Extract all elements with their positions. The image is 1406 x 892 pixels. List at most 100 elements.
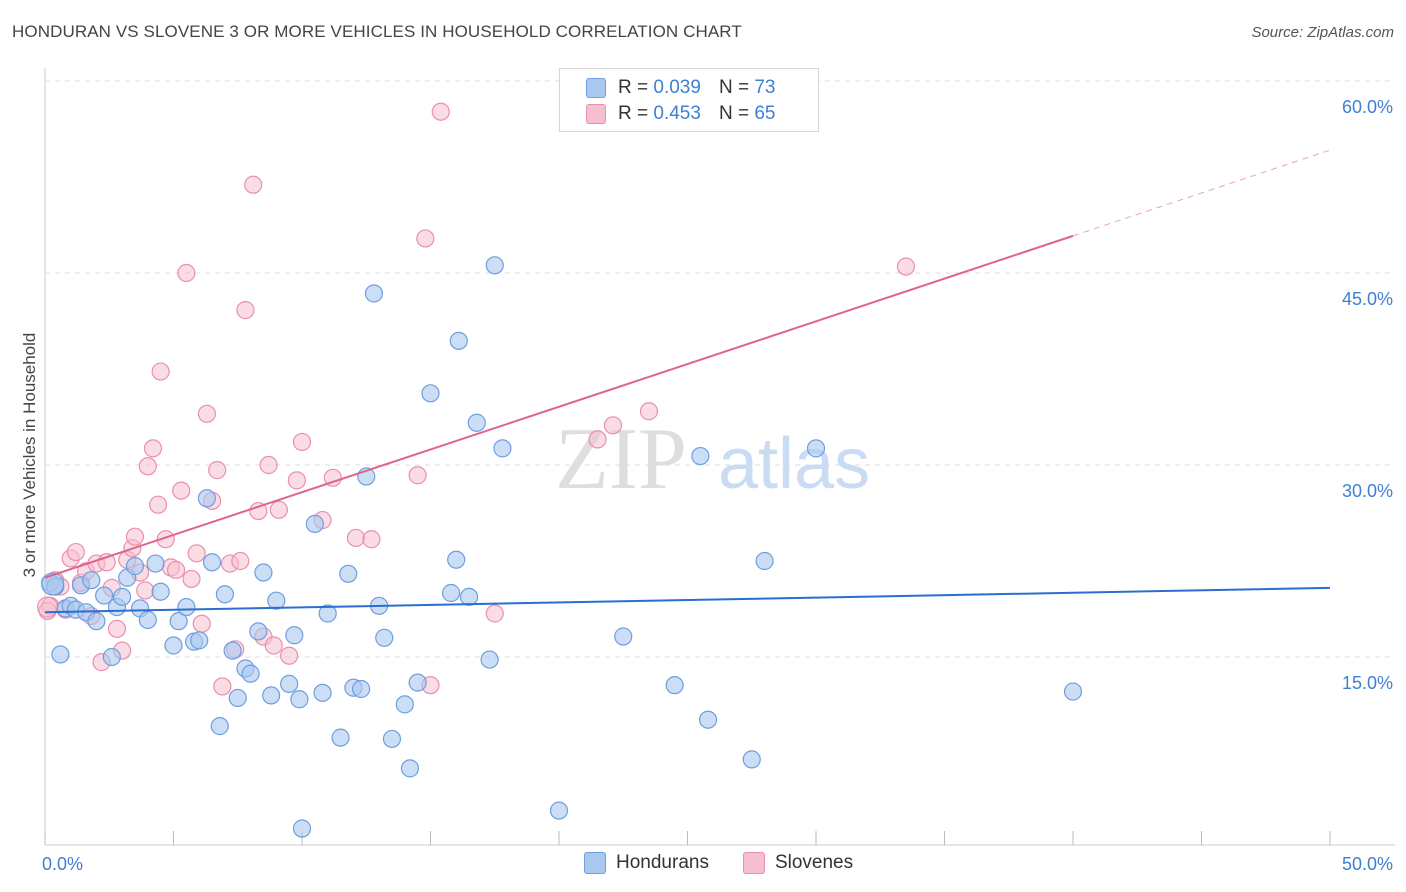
slovene-point — [259, 455, 278, 475]
honduran-point — [441, 583, 461, 603]
legend-box: R = 0.039 N = 73 R = 0.453 N = 65 — [559, 68, 819, 132]
legend-swatch-blue — [586, 78, 606, 98]
bottom-legend-label-slovenes: Slovenes — [774, 852, 854, 873]
honduran-point — [614, 627, 633, 646]
slovene-point — [187, 544, 206, 563]
legend-n-value: 65 — [754, 103, 776, 124]
honduran-point — [375, 628, 394, 647]
slovene-point — [197, 404, 217, 423]
honduran-point — [318, 604, 337, 623]
honduran-point — [331, 728, 350, 747]
honduran-point — [447, 550, 466, 569]
legend-r-label: R = — [618, 77, 649, 98]
slovene-point — [287, 471, 306, 490]
honduran-point — [169, 612, 188, 631]
bottom-legend-slovenes: Slovenes — [742, 852, 854, 874]
slovene-point — [588, 430, 607, 449]
honduran-point — [395, 695, 414, 714]
honduran-point — [480, 650, 499, 669]
slovene-point — [264, 636, 283, 655]
slovene-point — [249, 501, 268, 521]
honduran-point — [267, 591, 286, 610]
honduran-point — [408, 673, 427, 692]
honduran-point — [138, 610, 157, 629]
watermark: ZIP atlas — [555, 411, 870, 508]
honduran-point — [1063, 682, 1083, 701]
slovene-point — [138, 457, 157, 476]
y-axis-label: 3 or more Vehicles in Household — [20, 332, 39, 578]
legend-n-label: N = — [718, 103, 750, 124]
legend-row-hondurans: R = 0.039 N = 73 — [586, 76, 775, 100]
honduran-point — [254, 563, 273, 582]
slovenes-trend-extension — [1072, 149, 1331, 237]
honduran-point — [241, 664, 260, 683]
bottom-legend-label-hondurans: Hondurans — [616, 852, 709, 873]
legend-row-slovenes: R = 0.453 N = 65 — [586, 102, 775, 126]
slovene-point — [280, 646, 299, 665]
honduran-point — [102, 647, 121, 667]
slovene-point — [244, 175, 263, 194]
chart-title: HONDURAN VS SLOVENE 3 OR MORE VEHICLES I… — [12, 22, 742, 41]
honduran-point — [177, 597, 196, 617]
slovene-point — [66, 542, 85, 562]
honduran-point — [382, 729, 402, 749]
source-label: Source: ZipAtlas.com — [1251, 24, 1394, 41]
slovene-point — [192, 614, 211, 633]
watermark-atlas: atlas — [718, 424, 870, 504]
honduran-point — [262, 686, 281, 705]
slovene-point — [323, 468, 342, 487]
x-tick-label-max: 50.0% — [1342, 854, 1393, 874]
y-tick-label: 45.0% — [1342, 289, 1393, 309]
x-tick-label-min: 0.0% — [42, 854, 83, 874]
honduran-point — [41, 572, 65, 596]
slovene-point — [346, 528, 366, 548]
slovene-point — [136, 581, 155, 600]
legend-n-label: N = — [718, 77, 750, 98]
slovene-point — [166, 560, 186, 580]
honduran-point — [215, 585, 234, 604]
slovene-point — [416, 229, 435, 248]
slovene-point — [107, 619, 127, 638]
honduran-point — [82, 571, 101, 590]
slovene-point — [172, 481, 191, 500]
slovene-point — [896, 257, 916, 276]
y-tick-label: 15.0% — [1342, 673, 1393, 693]
honduran-point — [742, 750, 761, 769]
slovene-point — [182, 569, 201, 589]
honduran-point — [292, 819, 312, 838]
slovene-point — [639, 402, 659, 421]
honduran-point — [112, 587, 132, 606]
honduran-point — [151, 582, 170, 601]
slovene-point — [148, 495, 168, 514]
honduran-point — [806, 439, 826, 458]
slovene-point — [485, 604, 504, 623]
honduran-point — [493, 439, 512, 458]
slovene-point — [431, 102, 450, 121]
honduran-point — [249, 622, 268, 641]
honduran-point — [190, 631, 209, 650]
hondurans-trend-line — [44, 586, 1331, 614]
slovene-point — [292, 432, 312, 452]
tick-labels: 15.0% 30.0% 45.0% 60.0% 0.0% 50.0% — [42, 97, 1393, 874]
slovene-point — [603, 416, 623, 435]
honduran-point — [698, 710, 718, 729]
honduran-point — [691, 446, 710, 466]
honduran-point — [549, 801, 569, 820]
legend-n-value: 73 — [754, 77, 776, 98]
honduran-point — [665, 676, 684, 695]
slovene-point — [362, 530, 381, 549]
honduran-point — [313, 683, 332, 702]
slovene-point — [125, 527, 145, 546]
honduran-point — [459, 587, 479, 606]
bottom-legend-hondurans: Hondurans — [584, 852, 709, 874]
honduran-point — [202, 553, 222, 572]
honduran-point — [87, 612, 106, 631]
slovenes-points — [36, 102, 916, 696]
hondurans-points — [41, 256, 1083, 838]
slovene-point — [151, 362, 170, 381]
honduran-point — [197, 489, 217, 508]
honduran-point — [305, 514, 324, 533]
honduran-point — [95, 586, 114, 605]
axes — [44, 68, 1395, 846]
y-tick-label: 30.0% — [1342, 481, 1393, 501]
